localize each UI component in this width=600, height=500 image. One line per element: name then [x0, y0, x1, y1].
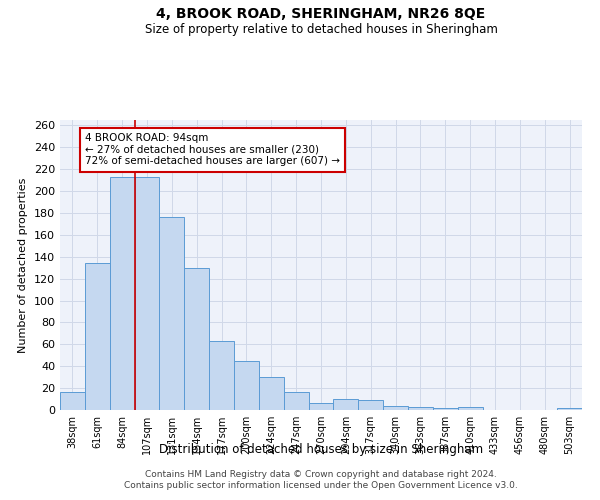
- Text: Size of property relative to detached houses in Sheringham: Size of property relative to detached ho…: [145, 22, 497, 36]
- Bar: [184, 268, 209, 410]
- Text: 4, BROOK ROAD, SHERINGHAM, NR26 8QE: 4, BROOK ROAD, SHERINGHAM, NR26 8QE: [157, 8, 485, 22]
- Text: Distribution of detached houses by size in Sheringham: Distribution of detached houses by size …: [159, 442, 483, 456]
- Bar: [433, 408, 458, 410]
- Bar: [234, 361, 259, 410]
- Bar: [160, 218, 184, 410]
- Text: Contains HM Land Registry data © Crown copyright and database right 2024.: Contains HM Land Registry data © Crown c…: [145, 470, 497, 479]
- Bar: [334, 399, 358, 410]
- Bar: [458, 406, 482, 410]
- Bar: [209, 341, 234, 410]
- Bar: [259, 377, 284, 410]
- Text: Contains public sector information licensed under the Open Government Licence v3: Contains public sector information licen…: [124, 481, 518, 490]
- Bar: [408, 406, 433, 410]
- Bar: [557, 408, 582, 410]
- Bar: [308, 404, 334, 410]
- Text: 4 BROOK ROAD: 94sqm
← 27% of detached houses are smaller (230)
72% of semi-detac: 4 BROOK ROAD: 94sqm ← 27% of detached ho…: [85, 133, 340, 166]
- Bar: [383, 406, 408, 410]
- Bar: [358, 400, 383, 410]
- Bar: [284, 392, 308, 410]
- Bar: [110, 177, 134, 410]
- Bar: [60, 392, 85, 410]
- Bar: [134, 177, 160, 410]
- Bar: [85, 264, 110, 410]
- Y-axis label: Number of detached properties: Number of detached properties: [19, 178, 28, 352]
